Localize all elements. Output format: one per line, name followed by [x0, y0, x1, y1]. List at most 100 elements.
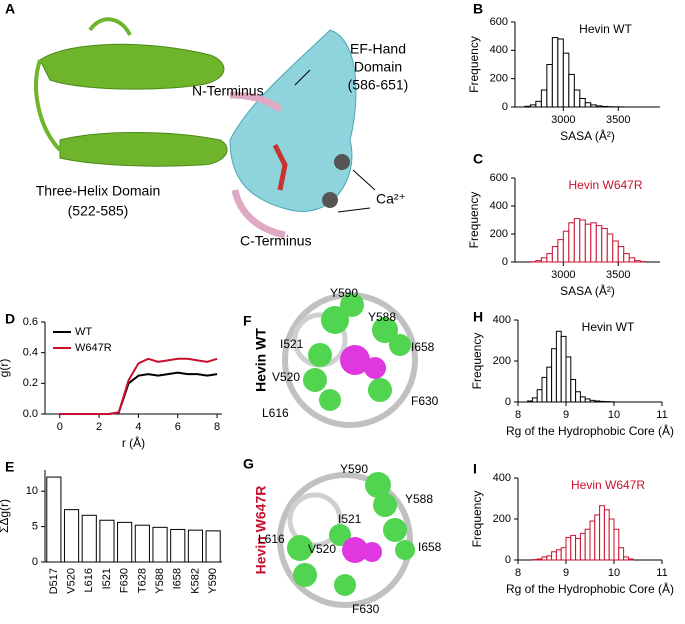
histogram-bar [546, 64, 553, 108]
y-tick-label: 0 [32, 556, 38, 568]
histogram-bar [570, 378, 577, 403]
x-tick-label: 8 [214, 421, 220, 433]
y-tick-label: 0 [505, 554, 511, 566]
bar [117, 521, 133, 563]
x-tick-label: 3500 [606, 114, 630, 126]
histogram-bar [599, 400, 605, 403]
histogram-bar [560, 547, 567, 561]
x-tick-label: 3500 [606, 269, 630, 281]
residue-label: I658 [418, 540, 442, 554]
x-tick-label: K582 [189, 568, 201, 594]
x-axis-label: SASA (Å²) [560, 128, 615, 143]
y-axis-label: Frequency [470, 333, 484, 390]
histogram-bar [579, 396, 586, 403]
y-tick-label: 400 [493, 472, 511, 484]
bar [63, 509, 80, 563]
y-tick-label: 0.2 [23, 377, 38, 389]
y-tick-label: 0 [502, 101, 508, 113]
histogram-bar [535, 100, 542, 108]
residue-label: Y588 [405, 492, 433, 506]
histogram-bar [546, 253, 553, 263]
y-tick-label: 200 [493, 513, 511, 525]
ef-hand-label: EF-Hand [350, 41, 406, 57]
calcium-label: Ca²⁺ [376, 191, 406, 207]
structure-label: Hevin WT [253, 328, 269, 392]
histogram-bar [557, 239, 564, 263]
histogram-bar [601, 227, 608, 263]
residue-label: F630 [352, 602, 380, 616]
histogram-bar [529, 104, 537, 108]
histogram-bar [595, 105, 603, 108]
y-tick-label: 0.6 [23, 316, 38, 328]
y-tick-label: 0.0 [23, 408, 38, 420]
x-tick-label: F630 [119, 568, 131, 593]
histogram-bar [594, 514, 601, 561]
bar [99, 519, 115, 563]
bar [187, 529, 204, 563]
histogram-bar [562, 230, 570, 263]
histogram-bar [594, 400, 601, 403]
histogram-bar [551, 246, 559, 263]
histogram-bar [540, 89, 548, 108]
x-axis-label: SASA (Å²) [560, 283, 615, 298]
histogram-bar [546, 555, 553, 561]
histogram-bar [541, 376, 548, 403]
three-helix-label: (522-585) [68, 203, 129, 219]
histogram-bar [565, 356, 572, 403]
x-tick-label: 11 [656, 567, 667, 579]
histogram-bar [555, 330, 562, 403]
residue-label: I521 [338, 512, 362, 526]
y-tick-label: 200 [490, 228, 508, 240]
c-terminus-label: C-Terminus [240, 233, 312, 249]
histogram-bar [589, 520, 596, 561]
panel-letter: A [5, 1, 15, 17]
histogram-bar [573, 89, 581, 108]
x-axis-label: Rg of the Hydrophobic Core (Å) [506, 581, 674, 596]
bar [205, 530, 221, 563]
histogram-bar [555, 549, 562, 561]
residue-label: L616 [258, 532, 285, 546]
panel-letter: I [473, 461, 477, 477]
histogram-bar [551, 551, 557, 561]
histogram-bar [584, 528, 591, 561]
residue-label: V520 [308, 542, 336, 556]
x-tick-label: Y590 [207, 568, 219, 594]
histogram-bar [627, 558, 634, 561]
histogram-bar [612, 240, 619, 263]
residue-label: L616 [262, 406, 289, 420]
panel-letter: C [473, 151, 483, 167]
histogram-bar [575, 391, 581, 403]
histogram-bar [617, 246, 625, 263]
histogram-bar [590, 104, 597, 108]
y-tick-label: 400 [490, 200, 508, 212]
histogram-bar [570, 534, 577, 561]
bar [46, 476, 62, 563]
histogram-bar [603, 509, 610, 561]
y-axis-label: ΣΔg(r) [0, 499, 11, 533]
y-axis-label: Frequency [467, 192, 481, 249]
protein-structure-a [34, 17, 376, 239]
protein-structure-g [277, 472, 415, 608]
x-tick-label: 10 [608, 409, 620, 421]
x-tick-label: 4 [135, 421, 141, 433]
x-tick-label: 6 [175, 421, 181, 433]
histogram-bar [584, 102, 592, 108]
histogram-bar [524, 105, 531, 108]
y-axis-label: Frequency [467, 36, 481, 93]
x-tick-label: 3000 [551, 269, 575, 281]
ef-hand-label: Domain [354, 59, 402, 75]
x-tick-label: 10 [608, 567, 620, 579]
histogram-bar [579, 219, 586, 263]
panel-letter: F [243, 313, 252, 329]
bar [81, 514, 97, 563]
histogram-bar [584, 223, 592, 263]
panel-letter: B [473, 1, 483, 17]
x-tick-label: I658 [172, 568, 184, 589]
histogram-bar [584, 398, 591, 403]
y-tick-label: 400 [490, 44, 508, 56]
histogram-bar [623, 556, 629, 561]
y-tick-label: 10 [26, 485, 38, 497]
y-tick-label: 0 [502, 256, 508, 268]
line [59, 357, 218, 415]
